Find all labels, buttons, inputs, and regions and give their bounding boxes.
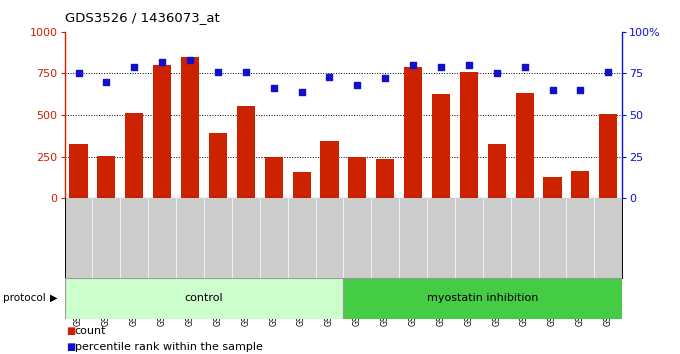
Point (352, 82, 363, 88)
Point (520, 64, 530, 70)
Bar (543, 177, 562, 198)
Bar (488, 144, 506, 198)
Point (324, 74, 335, 80)
Point (575, 87, 586, 93)
Bar (432, 94, 450, 198)
Point (156, 59, 168, 65)
Bar (125, 113, 143, 198)
Bar (320, 141, 339, 198)
Point (129, 64, 140, 70)
Bar (209, 133, 227, 198)
Text: ▶: ▶ (50, 293, 57, 303)
Point (73, 71, 84, 76)
Bar (599, 114, 617, 198)
Point (408, 62, 419, 68)
Point (185, 57, 196, 63)
Point (296, 89, 307, 95)
Point (464, 62, 475, 68)
Bar (153, 65, 171, 198)
Bar (343, 278, 622, 319)
Bar (460, 72, 478, 198)
Bar (65, 278, 343, 319)
Bar (376, 159, 394, 198)
Bar (348, 156, 367, 198)
Point (101, 79, 112, 85)
Bar (181, 57, 199, 198)
Bar (237, 106, 255, 198)
Bar (515, 93, 534, 198)
Point (435, 64, 446, 70)
Bar (69, 144, 88, 198)
Point (212, 69, 223, 75)
Point (491, 71, 502, 76)
Text: ■: ■ (66, 342, 75, 352)
Point (547, 87, 558, 93)
Point (269, 86, 279, 91)
Text: percentile rank within the sample: percentile rank within the sample (75, 342, 262, 352)
Text: count: count (75, 326, 106, 336)
Text: protocol: protocol (3, 293, 46, 303)
Text: GDS3526 / 1436073_at: GDS3526 / 1436073_at (65, 11, 220, 24)
Text: control: control (185, 293, 223, 303)
Point (602, 69, 613, 75)
Bar (404, 67, 422, 198)
Text: ■: ■ (66, 326, 75, 336)
Point (379, 76, 390, 81)
Bar (97, 156, 116, 198)
Bar (292, 172, 311, 198)
Bar (265, 158, 283, 198)
Bar (571, 171, 590, 198)
Text: myostatin inhibition: myostatin inhibition (427, 293, 539, 303)
Point (241, 69, 252, 75)
